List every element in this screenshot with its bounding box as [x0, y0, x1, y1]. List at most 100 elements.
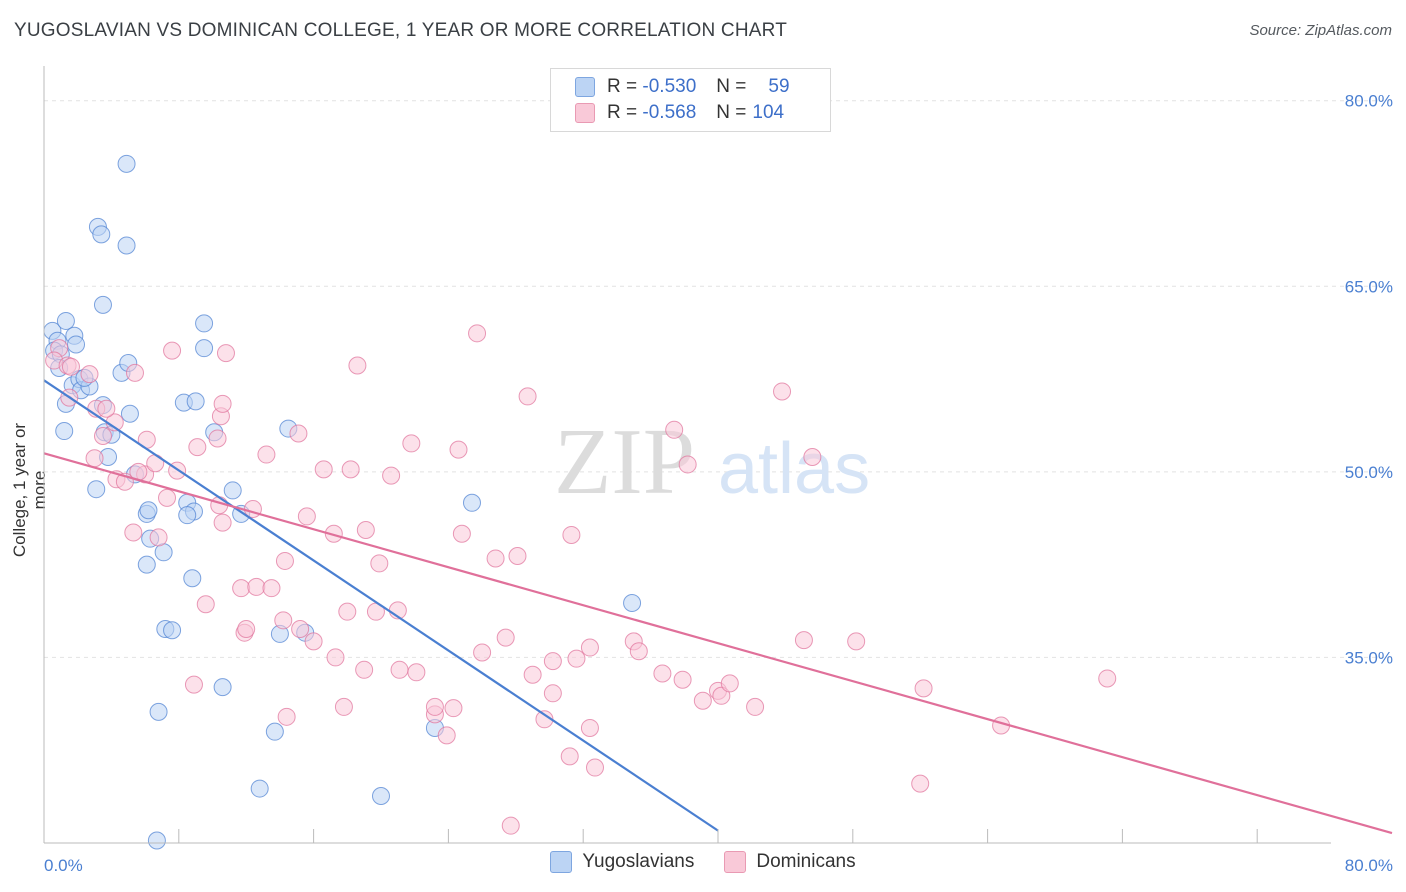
point-dominican	[277, 707, 296, 726]
point-dominican	[580, 638, 599, 657]
point-dominican	[289, 424, 308, 443]
legend-swatch-blue	[550, 851, 573, 873]
point-yugoslavian	[117, 154, 136, 173]
point-dominican	[794, 631, 813, 650]
point-dominican	[93, 426, 112, 445]
point-dominican	[1098, 669, 1117, 688]
point-yugoslavian	[92, 225, 111, 244]
legend-item-yugoslavians[interactable]: Yugoslavians	[550, 851, 694, 873]
legend-row-dominicans: R = -0.568 N = 104	[575, 100, 784, 126]
point-yugoslavian	[462, 493, 481, 512]
point-dominican	[146, 454, 165, 473]
point-dominican	[580, 718, 599, 737]
point-dominican	[314, 460, 333, 479]
point-dominican	[341, 460, 360, 479]
x-tick-label-max: 80.0%	[1345, 856, 1393, 875]
axes	[43, 66, 1331, 844]
point-yugoslavian	[149, 702, 168, 721]
y-tick-label: 80.0%	[1345, 92, 1393, 111]
y-tick-label: 65.0%	[1345, 277, 1393, 296]
point-dominican	[486, 549, 505, 568]
point-yugoslavian	[623, 594, 642, 613]
point-yugoslavian	[120, 404, 139, 423]
point-dominican	[468, 324, 487, 343]
point-yugoslavian	[117, 236, 136, 255]
point-yugoslavian	[250, 779, 269, 798]
point-dominican	[382, 466, 401, 485]
point-yugoslavian	[56, 311, 75, 330]
point-dominican	[297, 507, 316, 526]
point-dominican	[673, 670, 692, 689]
y-tick-labels: 35.0% 50.0% 65.0% 80.0%	[1345, 92, 1393, 668]
point-dominican	[348, 356, 367, 375]
point-yugoslavian	[87, 480, 106, 499]
trendline-dominicans	[43, 452, 1393, 835]
r-value: -0.530	[642, 76, 697, 97]
legend-row-yugoslavians: R = -0.530 N = 59	[575, 74, 790, 100]
point-dominican	[523, 665, 542, 684]
point-dominican	[567, 649, 586, 668]
n-label: N =	[716, 76, 747, 97]
point-yugoslavian	[137, 555, 156, 574]
legend-swatch-pink	[724, 851, 747, 873]
r-label: R =	[607, 76, 638, 97]
point-dominican	[562, 525, 581, 544]
point-dominican	[803, 448, 822, 467]
point-dominican	[188, 438, 207, 457]
point-yugoslavian	[195, 339, 214, 358]
point-yugoslavian	[372, 786, 390, 805]
point-dominican	[449, 440, 468, 459]
point-dominican	[125, 363, 144, 382]
point-dominican	[501, 816, 520, 835]
legend-item-dominicans[interactable]: Dominicans	[724, 851, 856, 873]
x-tick-label-min: 0.0%	[44, 856, 83, 875]
point-dominican	[508, 546, 527, 565]
point-dominican	[560, 747, 579, 766]
point-dominican	[473, 643, 492, 662]
trend-lines	[43, 379, 1393, 835]
point-dominican	[496, 628, 515, 647]
series-dominicans	[45, 324, 1117, 835]
point-dominican	[196, 595, 215, 614]
trendline-yugoslavians	[43, 379, 719, 832]
point-dominican	[390, 660, 409, 679]
n-value: 59	[768, 76, 790, 97]
point-dominican	[85, 449, 104, 468]
point-dominican	[326, 648, 345, 667]
point-dominican	[324, 524, 343, 543]
point-dominican	[720, 674, 739, 693]
y-tick-label: 35.0%	[1345, 648, 1393, 667]
series-legend: Yugoslavians Dominicans	[0, 851, 1406, 873]
point-dominican	[216, 344, 235, 363]
point-dominican	[338, 602, 357, 621]
point-yugoslavian	[195, 314, 214, 333]
n-label: N =	[716, 102, 747, 123]
point-dominican	[274, 611, 293, 630]
n-value: 104	[752, 102, 785, 123]
point-dominican	[773, 382, 792, 401]
point-dominican	[693, 691, 712, 710]
point-dominican	[262, 579, 281, 598]
point-dominican	[746, 697, 765, 716]
point-dominican	[407, 663, 426, 682]
point-yugoslavian	[139, 501, 158, 520]
y-tick-label: 50.0%	[1345, 463, 1393, 482]
point-dominican	[712, 686, 731, 705]
point-dominican	[653, 664, 672, 683]
point-dominican	[275, 551, 294, 570]
watermark-atlas: atlas	[718, 429, 870, 509]
point-yugoslavian	[186, 392, 205, 411]
legend-swatch-blue	[575, 77, 595, 97]
point-dominican	[237, 619, 256, 638]
point-dominican	[184, 675, 203, 694]
source-credit: Source: ZipAtlas.com	[1249, 22, 1392, 39]
point-dominican	[585, 758, 604, 777]
point-yugoslavian	[178, 506, 197, 525]
point-dominican	[213, 513, 232, 532]
point-dominican	[437, 726, 456, 745]
point-yugoslavian	[163, 621, 182, 640]
point-dominican	[304, 632, 323, 651]
point-yugoslavian	[55, 422, 74, 441]
point-dominican	[291, 619, 310, 638]
correlation-legend: R = -0.530 N = 59 R = -0.568 N = 104	[550, 68, 831, 132]
